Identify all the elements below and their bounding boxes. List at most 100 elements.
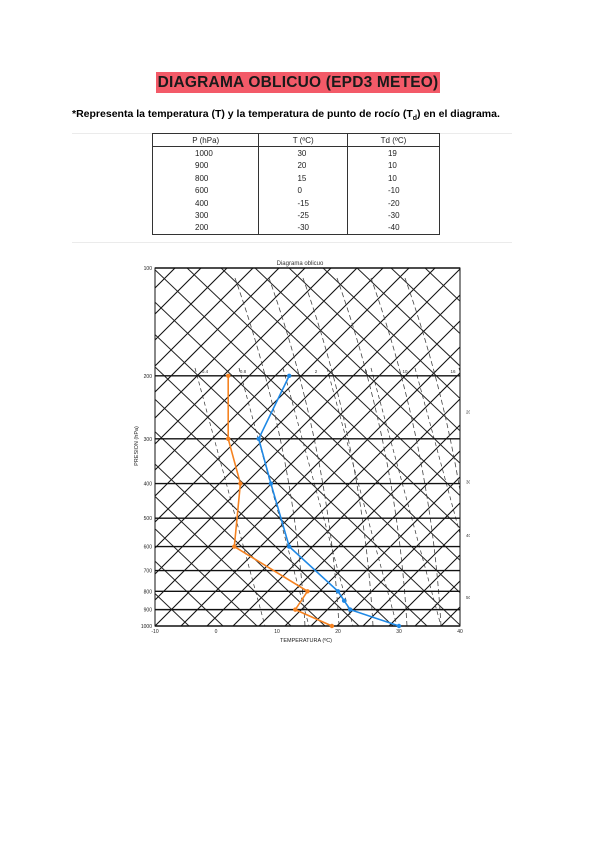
temperature-tick-label: 20 [335, 629, 341, 635]
diagram-ylabel: PRESION (hPa) [134, 426, 140, 466]
moist-adiabat-line [268, 277, 340, 626]
dry-adiabat-line [322, 268, 460, 400]
skew-t-diagram: 100 200 300 400 500 600 700 800 900 1000-10 0 10 20 3… [134, 261, 470, 644]
moist-adiabat-line [234, 277, 306, 626]
temperature-column-header: T (ºC) [258, 132, 348, 148]
temperature-tick-label: 10 [274, 629, 280, 635]
dry-adiabat-line [288, 268, 460, 432]
dry-adiabat-line [155, 495, 292, 626]
temperature-tick-label: -10 [151, 629, 158, 635]
dry-adiabat-line [155, 560, 224, 626]
dry-adiabat-line [186, 268, 460, 529]
temperature-point [335, 589, 341, 594]
mixing-ratio-line [414, 367, 460, 536]
instruction-main: *Representa la temperatura (T) y la temp… [72, 108, 413, 120]
page-title: DIAGRAMA OBLICUO (EPD3 METEO) [156, 72, 440, 93]
dewpoint-point [226, 436, 231, 442]
isotherm-line [388, 554, 460, 626]
mixing-ratio-label: 0.4 [202, 369, 209, 374]
dry-adiabat-line [155, 333, 460, 626]
mixing-ratio-line [282, 367, 354, 626]
pressure-tick-label: 200 [144, 374, 153, 380]
pressure-cell: 800 [151, 172, 260, 185]
moist-adiabat-line [404, 277, 460, 494]
dry-adiabat-line [390, 268, 460, 335]
pressure-tick-label: 900 [144, 608, 153, 614]
moist-adiabat-line [370, 277, 442, 626]
isotherm-line [155, 294, 460, 601]
isotherm-line [155, 268, 436, 549]
pressure-tick-label: 300 [144, 437, 153, 443]
mixing-ratio-line [326, 367, 398, 626]
pressure-cell: 300 [151, 209, 260, 222]
dewpoint-point [329, 623, 335, 629]
temperature-point [396, 623, 402, 629]
dewpoint-point [226, 373, 231, 378]
dewpoint-column-header: Td (ºC) [346, 132, 441, 148]
dry-adiabat-line [155, 528, 258, 626]
temperature-tick-label: 0 [215, 629, 218, 635]
mixing-ratio-label: 10 [402, 369, 408, 374]
pressure-tick-label: 600 [144, 545, 153, 551]
isotherm-line [155, 268, 384, 497]
temperature-tick-label: 30 [396, 629, 402, 635]
table-row: 900 20 10 [151, 159, 441, 173]
temperature-point [341, 598, 347, 603]
table-row: 400 -15 -20 [151, 196, 441, 210]
isotherm-line [155, 268, 254, 367]
temperature-point [256, 436, 261, 442]
isotherm-line [336, 502, 460, 626]
pressure-tick-label: 100 [144, 266, 153, 272]
mixing-ratio-line [194, 367, 266, 626]
pressure-tick-label: 1000 [141, 624, 152, 630]
dry-adiabat-line [254, 268, 460, 464]
pressure-cell: 900 [151, 159, 260, 173]
diagram-xlabel: TEMPERATURA (ºC) [280, 637, 332, 644]
dewpoint-cell: -20 [346, 196, 441, 210]
pressure-cell: 1000 [151, 146, 260, 160]
pressure-tick-label: 700 [144, 569, 153, 575]
dewpoint-cell: -10 [346, 184, 441, 197]
temperature-point [268, 481, 274, 486]
table-row: 1000 30 19 [151, 146, 441, 160]
pressure-cell: 600 [151, 184, 260, 197]
pressure-tick-label: 800 [144, 589, 153, 595]
temperature-cell: 15 [258, 172, 348, 185]
dry-adiabat-line [356, 268, 460, 367]
instruction-end: ) en el diagrama. [417, 108, 500, 120]
temperature-cell: 0 [258, 184, 348, 197]
table-row: 600 0 -10 [151, 184, 441, 197]
dewpoint-cell: -30 [346, 209, 441, 222]
moist-adiabat-line [302, 277, 374, 626]
dry-adiabat-line [458, 268, 460, 270]
dry-adiabat-line [155, 301, 460, 594]
diagram-title: Diagrama oblicuo [277, 261, 324, 267]
adiabat-label: 30 [466, 480, 470, 485]
dry-adiabat-line [155, 366, 428, 626]
mixing-ratio-label: 0.8 [240, 369, 247, 374]
table-row: 800 15 10 [151, 172, 441, 185]
pressure-column-header: P (hPa) [151, 132, 260, 148]
temperature-tick-label: 40 [457, 629, 463, 635]
table-row: 200 -30 -40 [151, 221, 441, 236]
table-row: 300 -25 -30 [151, 209, 441, 222]
moist-adiabat-line [336, 277, 408, 626]
adiabat-label: 40 [466, 533, 470, 538]
isotherm-line [155, 268, 280, 393]
mixing-ratio-label: 16 [450, 369, 456, 374]
dry-adiabat-line [155, 463, 326, 626]
temperature-cell: 30 [258, 146, 348, 160]
dewpoint-point [232, 544, 237, 549]
isotherm-line [258, 424, 460, 626]
isotherm-line [310, 476, 460, 626]
instruction-subscript: d [412, 115, 418, 123]
dewpoint-cell: 10 [346, 159, 441, 173]
temperature-point [348, 607, 353, 612]
temperature-cell: -30 [258, 221, 348, 236]
dry-adiabat-line [220, 268, 460, 497]
temperature-cell: 20 [258, 159, 348, 173]
pressure-tick-label: 500 [144, 516, 153, 522]
dewpoint-point [238, 481, 243, 486]
mixing-ratio-line [370, 367, 442, 626]
isotherm-line [155, 268, 332, 445]
